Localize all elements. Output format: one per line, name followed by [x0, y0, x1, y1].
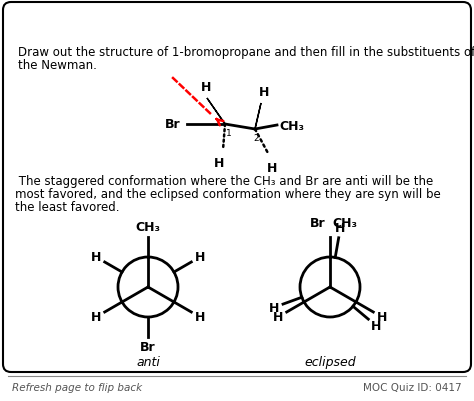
FancyBboxPatch shape: [3, 3, 471, 372]
Text: Draw out the structure of 1-bromopropane and then fill in the substituents of: Draw out the structure of 1-bromopropane…: [18, 46, 474, 59]
Text: The staggered conformation where the CH₃ and Br are anti will be the: The staggered conformation where the CH₃…: [15, 174, 433, 188]
Text: Br: Br: [164, 118, 180, 131]
Text: Br: Br: [140, 341, 156, 354]
Text: Br: Br: [310, 217, 326, 229]
Text: H: H: [377, 311, 387, 324]
Text: H: H: [91, 251, 101, 264]
Text: H: H: [371, 319, 381, 332]
Text: H: H: [201, 81, 211, 94]
Text: the Newman.: the Newman.: [18, 59, 97, 72]
Text: 1: 1: [226, 129, 232, 138]
Text: anti: anti: [136, 355, 160, 368]
Text: H: H: [268, 301, 279, 314]
Polygon shape: [207, 99, 225, 125]
Text: H: H: [335, 222, 346, 235]
Text: H: H: [267, 162, 277, 174]
Text: MOC Quiz ID: 0417: MOC Quiz ID: 0417: [364, 382, 462, 392]
Text: CH₃: CH₃: [279, 119, 304, 132]
Text: H: H: [259, 86, 269, 99]
Text: H: H: [195, 251, 205, 264]
Text: CH₃: CH₃: [332, 217, 357, 229]
Polygon shape: [255, 104, 261, 130]
Text: 2: 2: [253, 134, 259, 143]
Text: H: H: [214, 157, 224, 170]
Text: eclipsed: eclipsed: [304, 355, 356, 368]
Text: most favored, and the eclipsed conformation where they are syn will be: most favored, and the eclipsed conformat…: [15, 188, 441, 200]
Text: the least favored.: the least favored.: [15, 200, 119, 213]
Text: H: H: [273, 311, 283, 324]
Text: Refresh page to flip back: Refresh page to flip back: [12, 382, 142, 392]
Text: H: H: [91, 311, 101, 324]
Text: H: H: [195, 311, 205, 324]
Text: CH₃: CH₃: [136, 221, 161, 234]
